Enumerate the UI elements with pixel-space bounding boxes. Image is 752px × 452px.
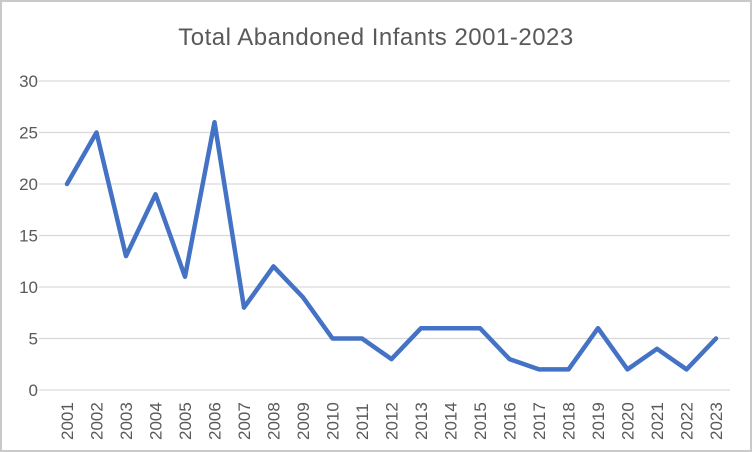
y-axis-tick-label: 15 <box>19 227 38 246</box>
x-axis-tick-label: 2002 <box>88 402 107 440</box>
y-axis-tick-label: 25 <box>19 124 38 143</box>
x-axis-tick-label: 2006 <box>206 402 225 440</box>
x-axis-tick-label: 2016 <box>501 402 520 440</box>
x-axis-tick-label: 2021 <box>648 402 667 440</box>
x-axis-tick-label: 2012 <box>383 402 402 440</box>
x-axis-tick-label: 2020 <box>619 402 638 440</box>
x-axis-tick-label: 2003 <box>117 402 136 440</box>
x-axis-tick-label: 2015 <box>471 402 490 440</box>
x-axis-tick-label: 2023 <box>707 402 726 440</box>
x-axis-tick-label: 2011 <box>353 403 372 440</box>
x-axis-tick-label: 2013 <box>412 402 431 440</box>
y-axis-tick-label: 20 <box>19 175 38 194</box>
x-axis-tick-label: 2007 <box>235 402 254 440</box>
x-axis-tick-label: 2005 <box>176 402 195 440</box>
y-axis-tick-label: 5 <box>29 330 38 349</box>
x-axis-tick-label: 2009 <box>294 402 313 440</box>
x-axis-tick-label: 2008 <box>265 402 284 440</box>
y-axis-tick-label: 10 <box>19 278 38 297</box>
x-axis-tick-label: 2004 <box>147 402 166 440</box>
y-axis-tick-label: 0 <box>29 381 38 400</box>
x-axis-tick-label: 2022 <box>678 402 697 440</box>
y-axis-tick-label: 30 <box>19 72 38 91</box>
x-axis-tick-label: 2017 <box>530 402 549 440</box>
x-axis-tick-label: 2014 <box>442 402 461 440</box>
x-axis-tick-label: 2001 <box>58 402 77 440</box>
x-axis-tick-label: 2010 <box>324 402 343 440</box>
x-axis-tick-label: 2019 <box>589 402 608 440</box>
chart-title: Total Abandoned Infants 2001-2023 <box>178 24 574 51</box>
x-axis-tick-label: 2018 <box>560 402 579 440</box>
data-series-line <box>64 119 719 372</box>
